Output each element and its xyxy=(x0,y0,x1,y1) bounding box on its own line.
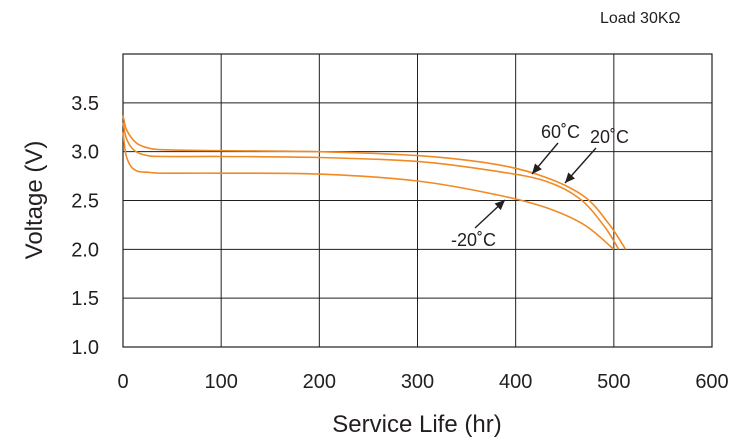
series-line-60c xyxy=(122,115,627,250)
y-tick-label: 2.0 xyxy=(71,239,99,261)
annotation-arrowhead xyxy=(494,200,505,211)
series-lines xyxy=(122,115,627,250)
x-axis-label: Service Life (hr) xyxy=(332,411,501,438)
series-line--20c xyxy=(122,131,615,250)
grid xyxy=(122,53,713,348)
x-tick-labels: 0 100 200 300 400 500 600 xyxy=(117,371,728,393)
annotation-arrowhead xyxy=(532,163,542,174)
x-tick-label: 0 xyxy=(117,371,128,393)
y-tick-labels: 1.0 1.5 2.0 2.5 3.0 3.5 xyxy=(71,93,99,359)
load-note: Load 30KΩ xyxy=(600,10,681,27)
annotation-label: 20˚C xyxy=(590,127,629,147)
y-axis-label: Voltage (V) xyxy=(21,141,48,260)
annotation-arrowhead xyxy=(565,172,575,183)
y-tick-label: 3.5 xyxy=(71,93,99,115)
x-tick-label: 100 xyxy=(204,371,237,393)
y-tick-label: 1.5 xyxy=(71,288,99,310)
x-tick-label: 400 xyxy=(499,371,532,393)
series-line-20c xyxy=(122,122,620,250)
x-tick-label: 200 xyxy=(303,371,336,393)
annotation-label: -20˚C xyxy=(451,230,496,250)
y-tick-label: 1.0 xyxy=(71,337,99,359)
y-tick-label: 2.5 xyxy=(71,191,99,213)
x-tick-label: 300 xyxy=(401,371,434,393)
annotations: 60˚C 20˚C -20˚C xyxy=(451,122,629,250)
x-tick-label: 500 xyxy=(597,371,630,393)
x-tick-label: 600 xyxy=(695,371,728,393)
annotation-label: 60˚C xyxy=(541,122,580,142)
y-tick-label: 3.0 xyxy=(71,142,99,164)
